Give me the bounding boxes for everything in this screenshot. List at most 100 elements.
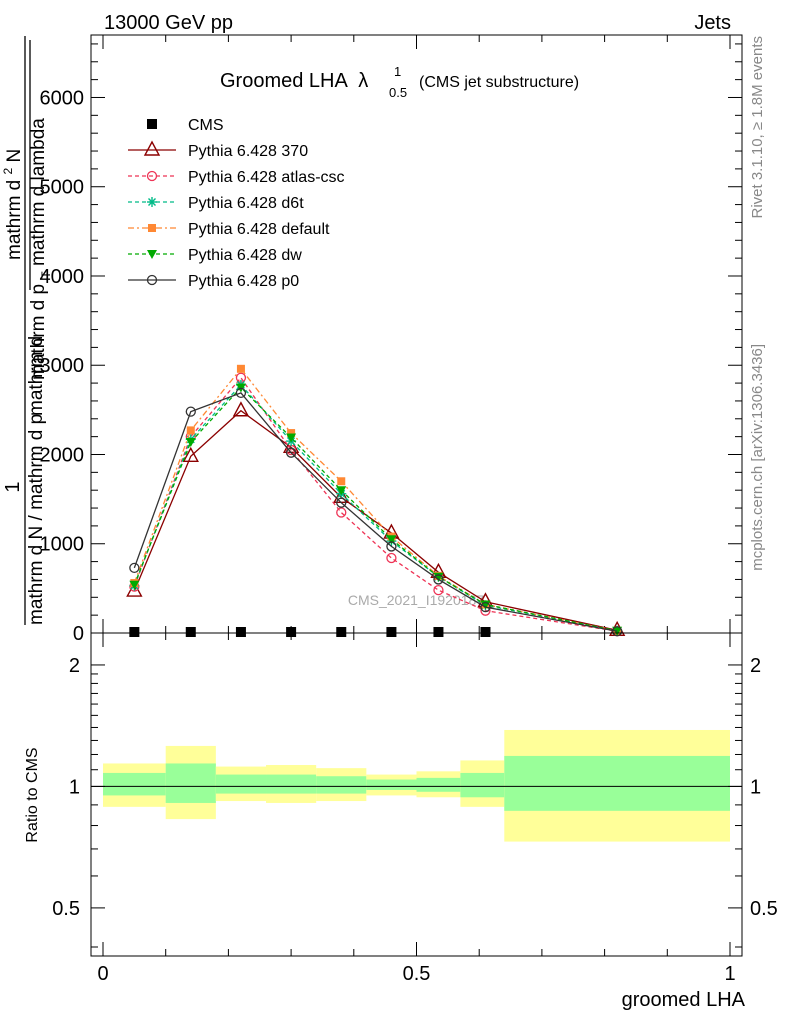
data-point-dw: [185, 437, 196, 447]
data-point-default: [186, 426, 195, 435]
main-plot-panel: CMS_2021_I1920187 0 1000 2000 3000 4000 5000 6…: [40, 34, 743, 645]
data-point-atlas: [336, 507, 347, 518]
ratio-band-inner: [266, 774, 317, 794]
watermark: CMS_2021_I1920187: [348, 592, 484, 608]
data-point-p0: [611, 626, 623, 637]
y-tick-label: 3000: [40, 355, 85, 377]
legend-label: Pythia 6.428 p0: [188, 273, 299, 290]
ratio-band-inner: [416, 777, 461, 792]
legend-item-cms: CMS: [147, 117, 224, 134]
ratio-axes: 0.5 0.5 1 1 2 2 0 0.5 1: [52, 633, 778, 985]
data-point-p0: [480, 601, 491, 613]
legend-item-d6t: Pythia 6.428 d6t: [128, 195, 304, 212]
category-label: Jets: [694, 12, 731, 34]
ylabel-main-T: T: [39, 271, 53, 279]
data-point-p0: [386, 541, 397, 552]
legend-item-default: Pythia 6.428 default: [128, 221, 330, 238]
svg-text:mathrm d 2 N: mathrm d 2 N: [0, 149, 25, 260]
plot-title-lambda: λ: [358, 70, 368, 92]
legend-item-p370: Pythia 6.428 370: [128, 140, 308, 160]
data-point-p0: [185, 406, 196, 417]
x-tick-label: 0: [97, 963, 108, 985]
legend-marker: [146, 274, 158, 286]
plot-title-suffix: (CMS jet substructure): [419, 74, 579, 91]
legend-label: Pythia 6.428 370: [188, 143, 308, 160]
ylabel-main-bottom: mathrm d p: [28, 284, 49, 380]
data-point-cms: [129, 627, 140, 637]
data-point-cms: [386, 627, 397, 637]
data-point-p0: [433, 574, 444, 585]
data-point-cms: [480, 627, 491, 637]
legend-marker: [147, 197, 157, 207]
legend-marker: [148, 224, 156, 232]
x-axis-label: groomed LHA: [622, 989, 746, 1011]
ylabel-extra: mathrm d: [26, 336, 47, 416]
plot-title-sup: 1: [394, 64, 401, 79]
ratio-band-inner: [504, 755, 730, 811]
legend-marker: [146, 170, 158, 182]
y-tick-label: 6000: [40, 87, 85, 109]
legend-marker: [147, 119, 157, 129]
ratio-band-inner: [103, 772, 166, 796]
ratio-band-inner: [366, 779, 417, 790]
ylabel-main-tail: mathrm d lambda: [28, 118, 49, 266]
data-point-dw: [386, 535, 397, 545]
data-point-p370: [182, 446, 199, 462]
main-y-axis: 0 1000 2000 3000 4000 5000 6000: [40, 35, 742, 645]
y-tick-label: 2000: [40, 444, 85, 466]
ratio-bands: [91, 729, 742, 842]
data-point-default: [236, 364, 245, 373]
ratio-y-tick-label: 0.5: [52, 898, 80, 920]
ratio-band-inner: [215, 774, 267, 794]
data-point-dw: [612, 626, 623, 636]
legend-item-atlas: Pythia 6.428 atlas-csc: [128, 169, 345, 186]
data-point-default: [287, 429, 296, 438]
legend-item-dw: Pythia 6.428 dw: [128, 247, 302, 264]
ratio-band-inner: [316, 776, 367, 794]
ratio-y-tick-label-right: 1: [750, 776, 761, 798]
ratio-y-label: Ratio to CMS: [24, 747, 41, 842]
energy-label: 13000 GeV pp: [104, 12, 233, 34]
main-series-group: [126, 364, 626, 637]
data-point-p0: [235, 387, 247, 399]
data-point-cms: [235, 627, 246, 637]
mcplots-info: mcplots.cern.ch [arXiv:1306.3436]: [749, 344, 766, 571]
x-tick-label: 0.5: [403, 963, 431, 985]
plot-title-sub: 0.5: [389, 85, 407, 100]
series-cms: [129, 627, 491, 637]
data-point-cms: [336, 627, 347, 637]
svg-text:mathrm d p T math: mathrm d p T mathrm d lambda: [28, 118, 55, 380]
ylabel-num: 1: [2, 481, 24, 492]
data-point-cms: [286, 627, 297, 637]
legend-label: Pythia 6.428 atlas-csc: [188, 169, 345, 186]
ratio-plot-panel: 0.5 0.5 1 1 2 2 0 0.5 1 Ratio to CMS groomed LHA: [24, 632, 778, 1011]
legend-label: CMS: [188, 117, 224, 134]
data-point-p0: [336, 497, 347, 508]
plot-title: Groomed LHA λ 1 0.5 (CMS jet substructur…: [220, 64, 579, 100]
ylabel-den: mathrm d N / mathrm d p: [26, 414, 47, 625]
legend-marker: [147, 250, 157, 259]
data-point-p0: [285, 447, 297, 458]
y-tick-label: 4000: [40, 266, 85, 288]
star-stroke: [148, 198, 156, 206]
ratio-band-inner: [460, 772, 505, 798]
data-point-dw: [286, 433, 297, 443]
ylabel-main-top: mathrm d: [4, 180, 25, 260]
x-tick-label: 1: [724, 963, 735, 985]
y-tick-label: 0: [73, 623, 84, 645]
data-point-cms: [185, 627, 196, 637]
ylabel-main-sup: 2: [1, 167, 15, 174]
series-p0: [129, 387, 623, 637]
ylabel-main-N: N: [4, 149, 25, 163]
svg-text:Groomed LHA λ: Groomed LHA λ: [220, 70, 368, 92]
data-point-cms: [433, 627, 444, 637]
ratio-y-tick-label: 1: [69, 776, 80, 798]
legend-label: Pythia 6.428 d6t: [188, 195, 304, 212]
data-point-dw: [129, 580, 140, 590]
data-point-dw: [336, 486, 347, 496]
data-point-atlas: [386, 552, 397, 564]
legend-label: Pythia 6.428 default: [188, 221, 330, 238]
y-tick-label: 1000: [40, 534, 85, 556]
legend-item-p0: Pythia 6.428 p0: [128, 273, 299, 290]
